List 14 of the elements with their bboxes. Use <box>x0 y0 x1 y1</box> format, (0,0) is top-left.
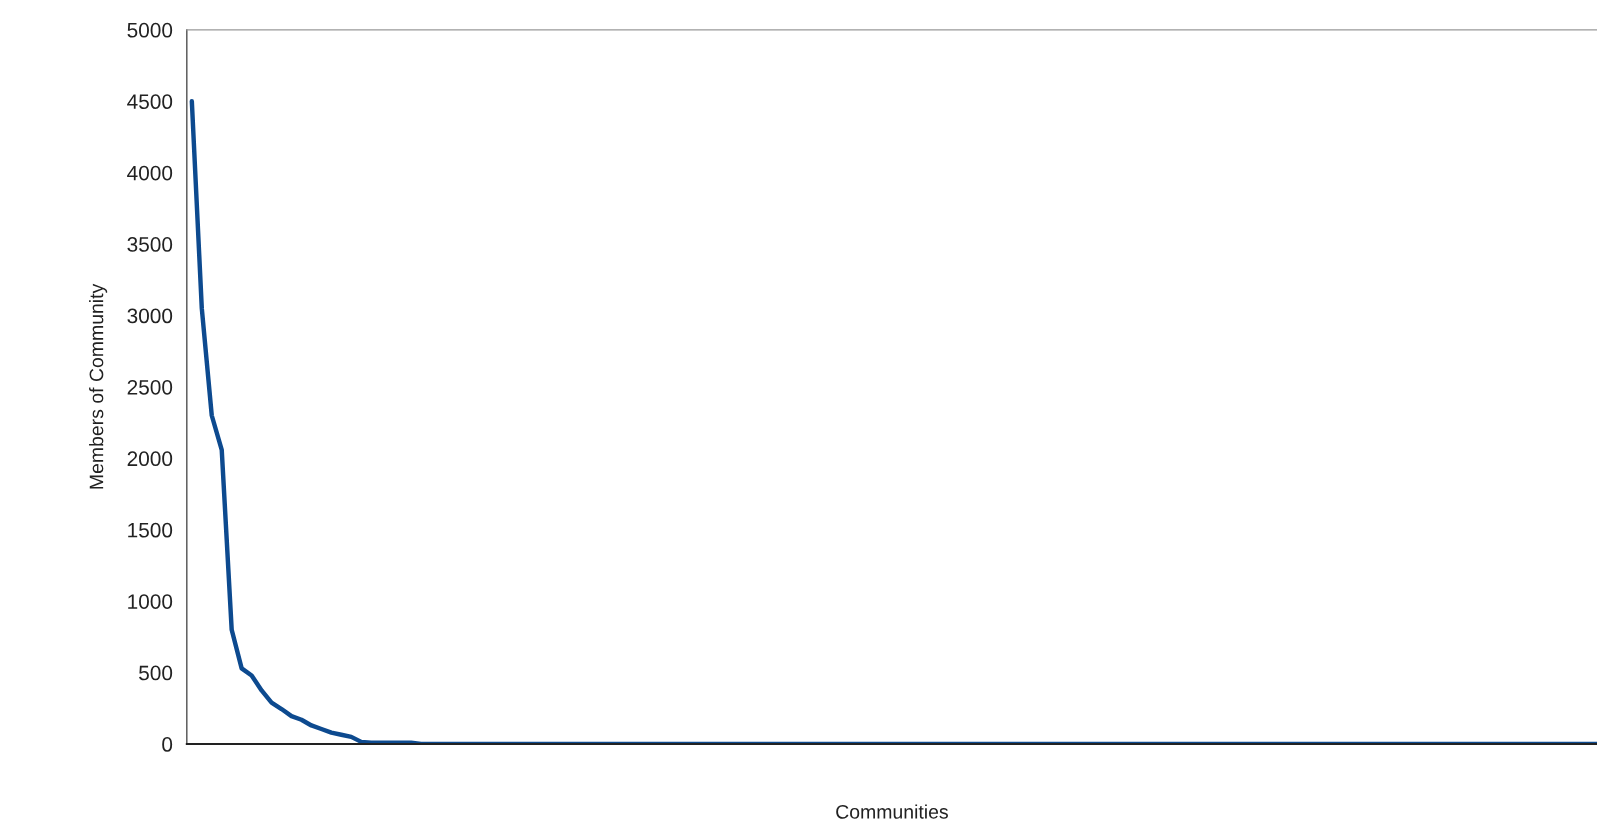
y-tick-label: 1000 <box>128 594 173 609</box>
y-tick-label: 2000 <box>127 451 173 467</box>
y-tick-label: 500 <box>139 665 173 681</box>
y-tick-label: 4500 <box>127 94 173 110</box>
y-tick-label: 3000 <box>127 308 173 324</box>
y-axis-title: Members of Community <box>89 283 108 489</box>
y-tick-label: 4000 <box>127 165 173 181</box>
line-series <box>189 99 1597 745</box>
y-tick-label: 3500 <box>127 237 173 252</box>
y-tick-label: 5000 <box>127 22 173 38</box>
x-axis-title: Communities <box>836 804 948 819</box>
y-tick-label: 1500 <box>128 522 173 538</box>
y-tick-label: 2500 <box>127 379 173 395</box>
y-tick-label: 0 <box>162 737 173 752</box>
